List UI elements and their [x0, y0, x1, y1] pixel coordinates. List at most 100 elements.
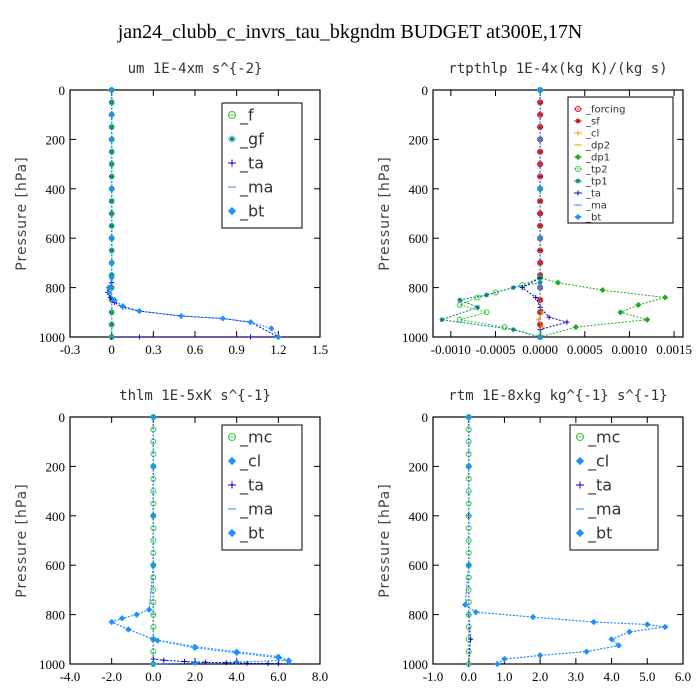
data-point [191, 659, 199, 667]
data-point [108, 111, 115, 118]
series-bt [105, 86, 282, 341]
data-point [150, 512, 157, 519]
data-point [109, 149, 115, 155]
data-point [535, 317, 541, 323]
legend-label: _ta [239, 476, 264, 496]
series-bt [462, 413, 669, 668]
y-tick-label: 0 [422, 410, 429, 425]
legend-label: _cl [585, 129, 599, 140]
x-tick-label: 6.0 [270, 669, 286, 684]
x-tick-label: 0.0005 [567, 342, 603, 357]
data-point [537, 248, 543, 254]
data-point [662, 294, 669, 301]
chart-panel-2: rtpthlp 1E-4x(kg K)/(kg s) Pressure [hPa]… [377, 61, 692, 357]
data-point [537, 223, 543, 229]
series-line [458, 90, 541, 338]
data-point [108, 185, 115, 192]
legend-label: _bt [585, 213, 601, 224]
series-line [537, 90, 544, 338]
data-point [150, 413, 157, 421]
y-tick-label: 400 [46, 182, 66, 197]
chart-panel-4: rtm 1E-8xkg kg^{-1} s^{-1} Pressure [hPa]… [377, 388, 691, 684]
x-tick-label: 6.0 [675, 669, 691, 684]
data-point [465, 463, 472, 470]
x-tick-label: 0.9 [229, 342, 245, 357]
legend-label: _dp2 [585, 141, 610, 152]
data-point [178, 312, 185, 320]
series-line [106, 90, 279, 338]
legend-label: _cl [587, 452, 609, 472]
legend-label: _ma [587, 500, 621, 520]
data-point [119, 303, 126, 310]
legend-swatch [575, 118, 581, 124]
data-point [617, 309, 624, 316]
data-point [244, 660, 250, 666]
x-tick-label: -1.0 [423, 669, 444, 684]
data-point [125, 626, 132, 633]
data-point [154, 637, 161, 644]
legend-swatch [575, 178, 581, 184]
legend: _mc _cl _ta _ma _bt [221, 424, 303, 551]
legend-label: _bt [587, 524, 612, 544]
legend-label: _mc [587, 428, 620, 448]
data-point [475, 304, 481, 310]
legend-label: _mc [239, 428, 272, 448]
data-point [119, 615, 126, 622]
data-point [108, 274, 115, 281]
y-tick-label: 0 [422, 83, 429, 98]
data-point [462, 601, 469, 608]
data-point [537, 333, 544, 341]
data-point [615, 642, 622, 649]
data-point [457, 297, 463, 303]
data-point [182, 659, 188, 665]
legend-label: _ma [239, 178, 273, 198]
data-point [537, 136, 544, 143]
data-point [233, 649, 240, 656]
data-point [265, 661, 271, 667]
legend-box [221, 424, 303, 551]
data-point [268, 325, 275, 332]
x-tick-label: 1.0 [496, 669, 512, 684]
x-tick-label: 0.0000 [522, 342, 558, 357]
series-line [152, 417, 279, 665]
data-point [564, 319, 570, 325]
data-point [554, 279, 562, 286]
series-tp1 [439, 87, 543, 340]
data-point [501, 655, 508, 663]
y-tick-label: 1000 [402, 657, 428, 672]
panel-title: thlm 1E-5xK s^{-1} [119, 388, 271, 404]
x-tick-label: -0.0005 [475, 342, 515, 357]
panel-title: rtpthlp 1E-4x(kg K)/(kg s) [448, 61, 667, 77]
data-point [537, 297, 543, 303]
data-point [501, 324, 508, 331]
y-tick-label: 600 [409, 231, 429, 246]
x-tick-label: 0.3 [145, 342, 161, 357]
data-point [533, 294, 539, 300]
series-ta [519, 87, 570, 340]
data-point [465, 413, 472, 421]
y-tick-label: 200 [46, 459, 66, 474]
y-tick-label: 800 [46, 281, 66, 296]
series-bt [108, 413, 292, 665]
legend-label: _ta [587, 476, 612, 496]
data-point [146, 606, 153, 613]
x-tick-label: 0.6 [187, 342, 204, 357]
data-point [472, 609, 479, 616]
y-tick-label: 200 [409, 132, 429, 147]
legend: _mc _cl _ta _ma _bt [569, 424, 659, 551]
legend-swatch [228, 159, 236, 167]
legend-swatch [574, 153, 582, 161]
data-point [626, 628, 633, 635]
series-line [464, 417, 666, 665]
y-tick-label: 0 [59, 83, 66, 98]
legend-swatch [227, 456, 237, 466]
x-tick-label: -2.0 [101, 669, 122, 684]
data-point [537, 86, 544, 94]
data-point [109, 124, 115, 130]
data-point [150, 562, 157, 569]
legend-swatch [576, 433, 584, 441]
y-tick-label: 1000 [39, 657, 65, 672]
legend-swatch [575, 190, 581, 196]
y-tick-label: 600 [409, 558, 429, 573]
legend-swatch [228, 135, 236, 143]
